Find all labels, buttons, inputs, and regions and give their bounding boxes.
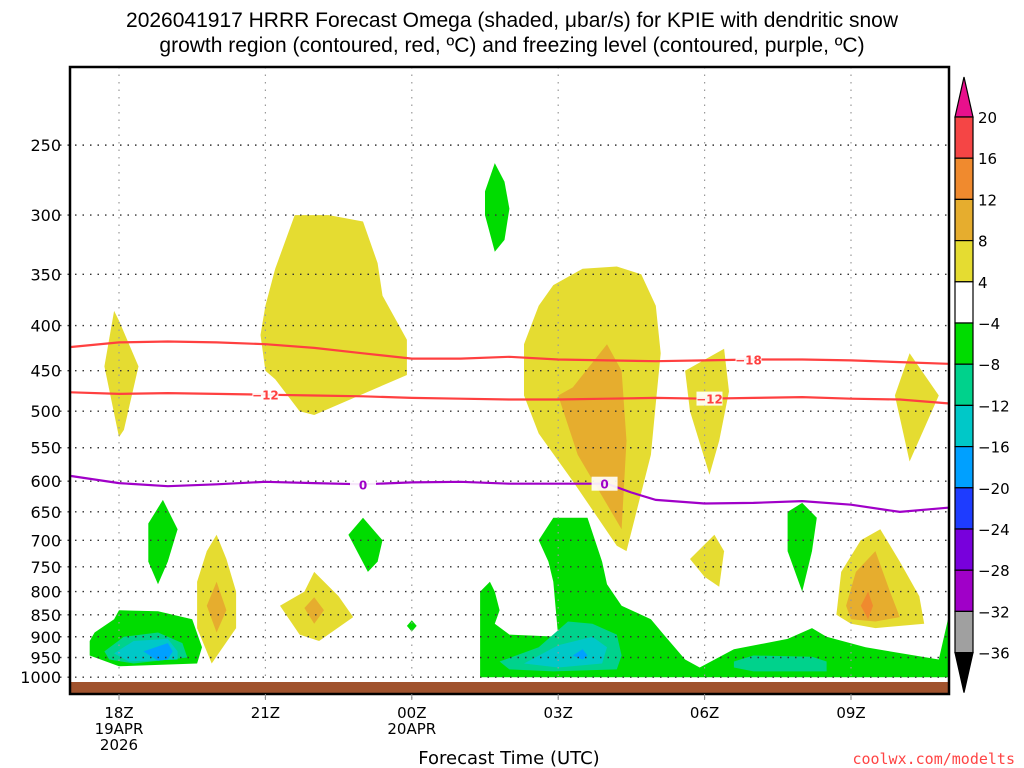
colorbar-legend: 20 16 12 8 4 −4 −8 −12 −16 −20 −24 −28 −32 −36 [954,76,1010,693]
y-tick-label-650: 650 [30,503,61,522]
x-tick-label-0-2: 2026 [100,736,138,754]
omega-region-cyan-blob-lower-right [524,636,607,668]
colorbar-bin--36to-32 [954,610,974,654]
contour-line-freezing-level-0 [70,474,949,514]
omega-region-blue-blob-lower-right [572,649,588,660]
omega-region-yellow-blob-0700-low [690,534,725,587]
colorbar-bin--16to-12 [954,404,974,448]
contour-label-bg-dgz-minus-12-1 [696,391,723,406]
y-tick-label-700: 700 [30,531,61,550]
y-tick-label-550: 550 [30,439,61,458]
colorbar-bin-8to12 [954,198,974,242]
omega-region-green-blob-0530-700 [348,517,383,572]
colorbar-level--32: −32 [978,603,1010,621]
omega-region-green-blob-0740 [787,502,817,592]
plot-frame [68,65,951,696]
y-tick-label-800: 800 [30,583,61,602]
contour-label-freezing-level-0-1: 0 [600,478,608,492]
omega-region-yellow-blob-0718 [685,348,729,475]
x-tick-label-15-0: 09Z [836,704,865,722]
colorbar-level-8: 8 [978,233,988,251]
x-tick-label-12-0: 06Z [690,704,719,722]
contour-label-freezing-level-0-0: 0 [359,478,367,492]
ground-surface [71,682,948,694]
y-tick-label-400: 400 [30,317,61,336]
colorbar-level-20: 20 [978,109,997,127]
omega-region-orange-blob-0900 [846,551,900,622]
omega-region-green-blob-300 [485,163,510,252]
colorbar-bin--20to-16 [954,446,974,489]
temperature-contours: −18 −12 −12 0 0 [70,340,949,514]
colorbar-bin--8to-4 [954,322,974,365]
contour-label-bg-dgz-minus-18-0 [735,352,762,367]
x-tick-label-0-0: 18Z [104,704,133,722]
colorbar-bin--12to-8 [954,363,974,407]
colorbar-level--24: −24 [978,521,1010,539]
contour-label-dgz-minus-12-1: −12 [696,393,723,407]
colorbar-bin--28to-24 [954,528,974,571]
y-tick-label-600: 600 [30,472,61,491]
contour-label-bg-freezing-level-0-0 [350,477,376,492]
colorbar-bin-12to16 [954,157,974,200]
x-tick-label-3-0: 21Z [251,704,280,722]
chart-title-line2: growth region (contoured, red, ºC) and f… [159,34,864,57]
contour-label-bg-dgz-minus-12-0 [252,387,279,402]
colorbar-bin--24to-20 [954,487,974,530]
y-tick-label-850: 850 [30,606,61,625]
colorbar-bin-16to20 [954,116,974,159]
colorbar-bin--4to4 [954,281,974,324]
colorbar-arrow-top [954,76,974,118]
omega-region-green-blob-small-00z [406,620,417,632]
y-tick-label-450: 450 [30,362,61,381]
x-axis-label: Forecast Time (UTC) [418,748,599,768]
colorbar-arrow-bottom [954,651,974,693]
omega-region-yellow-blob-0700 [894,353,939,462]
omega-region-blue-blob-low-left [143,643,173,661]
x-tick-label-6-1: 20APR [387,720,436,738]
contour-label-dgz-minus-12-0: −12 [252,389,279,403]
y-tick-label-250: 250 [30,136,61,155]
colorbar-level--28: −28 [978,562,1010,580]
omega-region-orange-blob-lower-3 [304,597,324,624]
colorbar-level--20: −20 [978,480,1010,498]
contour-label-bg-freezing-level-0-1 [591,476,618,491]
omega-region-yellow-blob-upper-mid [260,215,407,415]
omega-region-red-blob-0900 [860,591,873,620]
y-tick-label-500: 500 [30,402,61,421]
chart-title-line1: 2026041917 HRRR Forecast Omega (shaded, … [126,9,899,32]
omega-region-orange-blob-lower-2 [206,581,227,633]
y-tick-label-350: 350 [30,265,61,284]
colorbar-bin--32to-28 [954,569,974,613]
y-tick-label-900: 900 [30,628,61,647]
colorbar-bin-4to8 [954,240,974,283]
x-tick-label-0-1: 19APR [95,720,144,738]
contour-line-dgz-minus-18 [70,340,949,365]
y-tick-label-950: 950 [30,649,61,668]
y-tick-label-1000: 1000 [20,668,61,687]
colorbar-level--36: −36 [978,645,1010,663]
colorbar-level--12: −12 [978,397,1010,415]
y-tick-label-300: 300 [30,206,61,225]
plot-area: −18 −12 −12 0 0 [60,65,951,700]
omega-shading [89,163,948,678]
x-tick-label-9-0: 03Z [544,704,573,722]
omega-region-teal-blob-lower-right-b [733,655,827,672]
colorbar-level-12: 12 [978,191,997,209]
grid-lines [60,67,949,700]
y-axis: 250 300 350 400 450 500 550 600 650 700 750 800 850 9… [20,136,61,687]
colorbar-level-16: 16 [978,150,997,168]
colorbar-level--8: −8 [978,356,1000,374]
colorbar-level-4: 4 [978,274,988,292]
contour-label-dgz-minus-18-0: −18 [735,354,762,368]
contour-line-dgz-minus-12 [70,391,949,405]
colorbar-level--4: −4 [978,315,1000,333]
y-tick-label-750: 750 [30,558,61,577]
colorbar-level--16: −16 [978,439,1010,457]
credit-text[interactable]: coolwx.com/modelts [852,750,1015,768]
omega-region-green-blob-700-left [148,499,178,585]
x-tick-label-6-0: 00Z [397,704,426,722]
